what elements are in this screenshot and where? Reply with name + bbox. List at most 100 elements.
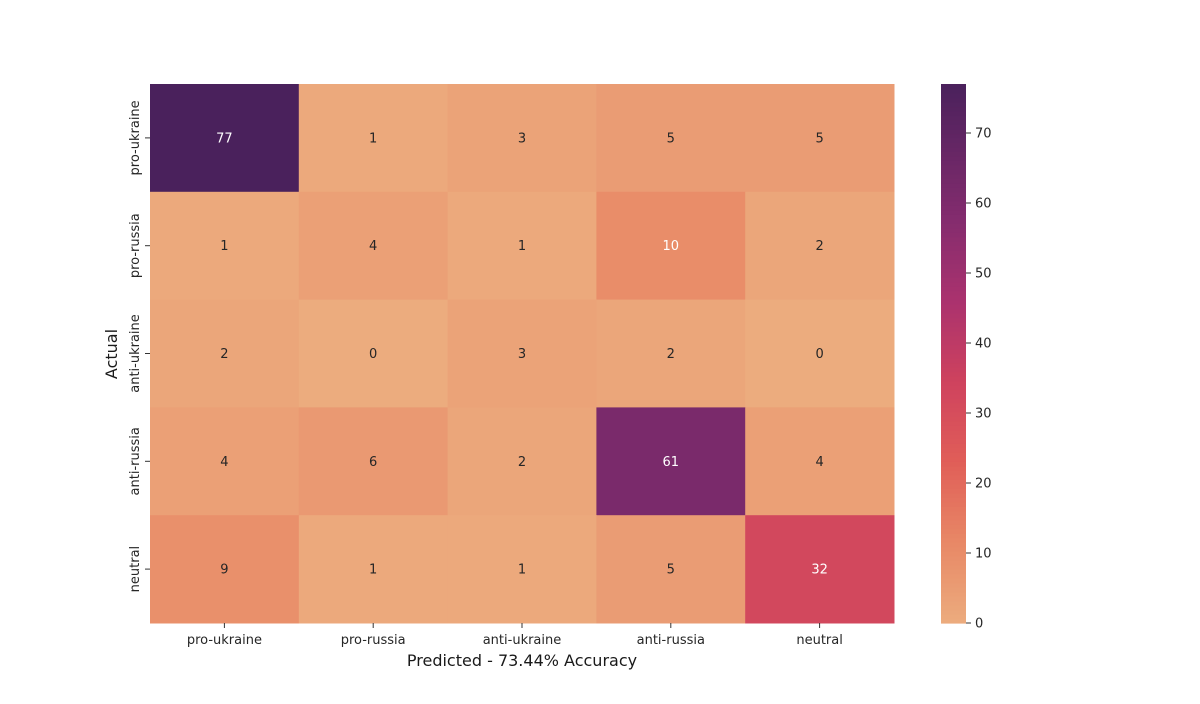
cell-value-label: 3 [518,131,526,146]
colorbar-segment [941,492,966,498]
colorbar-segment [941,218,966,224]
cell-value-label: 32 [811,563,828,578]
colorbar-segment [941,331,966,337]
cell-value-label: 3 [518,347,526,362]
colorbar-segment [941,317,966,323]
colorbar-segment [941,497,966,503]
cell-value-label: 0 [369,347,377,362]
colorbar-segment [941,425,966,431]
colorbar-segment [941,393,966,400]
cell-value-label: 6 [369,455,377,470]
colorbar-segment [941,182,966,188]
heatmap-cell [447,299,597,408]
heatmap-cell [745,84,895,193]
colorbar-segment [941,178,966,184]
heatmap-cell [745,407,895,516]
colorbar-segment [941,569,966,575]
heatmap-cell [298,84,449,193]
cell-value-label: 4 [369,239,377,254]
heatmap-cell [447,515,597,624]
colorbar-segment [941,357,966,364]
heatmap-cell [447,407,597,516]
heatmap-cell [447,84,597,193]
colorbar-segment [941,313,966,319]
colorbar-segment [941,596,966,602]
colorbar-segment [941,380,966,386]
colorbar-segment [941,187,966,193]
colorbar-segment [941,465,966,471]
cell-value-label: 2 [220,347,228,362]
y-axis-label: Actual [102,329,121,379]
colorbar-segment [941,353,966,359]
colorbar-segment [941,173,966,179]
y-tick-label: pro-russia [128,213,143,278]
heatmap-cell [298,299,449,408]
colorbar-segment [941,587,966,593]
heatmap-cell [447,191,597,301]
colorbar-segment [941,272,966,278]
colorbar-segment [941,92,966,99]
x-tick-label: anti-ukraine [483,633,562,648]
x-tick-label: neutral [796,633,843,648]
colorbar-segment [941,609,966,615]
colorbar-segment [941,84,966,90]
heatmap-cell [596,191,746,301]
colorbar-tick-label: 30 [975,407,992,422]
heatmap-cell [745,515,895,624]
colorbar-segment [941,506,966,512]
colorbar-segment [941,268,966,274]
colorbar-segment [941,362,966,368]
colorbar-segment [941,614,966,620]
colorbar-segment [941,533,966,539]
heatmap-cell [150,191,300,301]
colorbar-segment [941,344,966,350]
colorbar-segment [941,286,966,292]
heatmap-cell [596,407,746,516]
colorbar-segment [941,209,966,215]
colorbar-segment [941,124,966,130]
colorbar-segment [941,402,966,408]
cell-value-label: 61 [663,455,680,470]
colorbar-segment [941,488,966,494]
colorbar-tick-label: 0 [975,617,983,632]
colorbar-segment [941,97,966,103]
colorbar-segment [941,259,966,265]
colorbar-segment [941,151,966,157]
heatmap-cell [298,407,449,516]
colorbar-segment [941,214,966,220]
colorbar-segment [941,470,966,476]
colorbar-segment [941,578,966,584]
colorbar-segment [941,137,966,143]
colorbar-tick-label: 70 [975,127,992,142]
colorbar-segment [941,263,966,269]
colorbar-segment [941,519,966,525]
colorbar-segment [941,322,966,328]
y-tick-label: anti-russia [128,427,143,495]
cell-value-label: 1 [518,563,526,578]
colorbar-segment [941,483,966,489]
colorbar-segment [941,119,966,126]
colorbar-segment [941,591,966,597]
colorbar-segment [941,88,966,94]
cell-value-label: 77 [216,131,233,146]
colorbar-segment [941,295,966,301]
colorbar-segment [941,474,966,480]
colorbar-segment [941,146,966,152]
colorbar-segment [941,128,966,135]
colorbar-tick-label: 50 [975,267,992,282]
colorbar-segment [941,582,966,588]
heatmap-cell [596,515,746,624]
heatmap-cell [298,515,449,624]
cell-value-label: 1 [220,239,228,254]
colorbar-segment [941,438,966,444]
colorbar-segment [941,169,966,175]
colorbar-segment [941,546,966,552]
heatmap-cell [150,515,300,624]
cell-value-label: 5 [815,131,823,146]
colorbar-segment [941,461,966,467]
colorbar-segment [941,366,966,373]
colorbar-segment [941,407,966,413]
colorbar-segment [941,618,966,624]
colorbar-segment [941,106,966,112]
heatmap-cell [150,299,300,408]
